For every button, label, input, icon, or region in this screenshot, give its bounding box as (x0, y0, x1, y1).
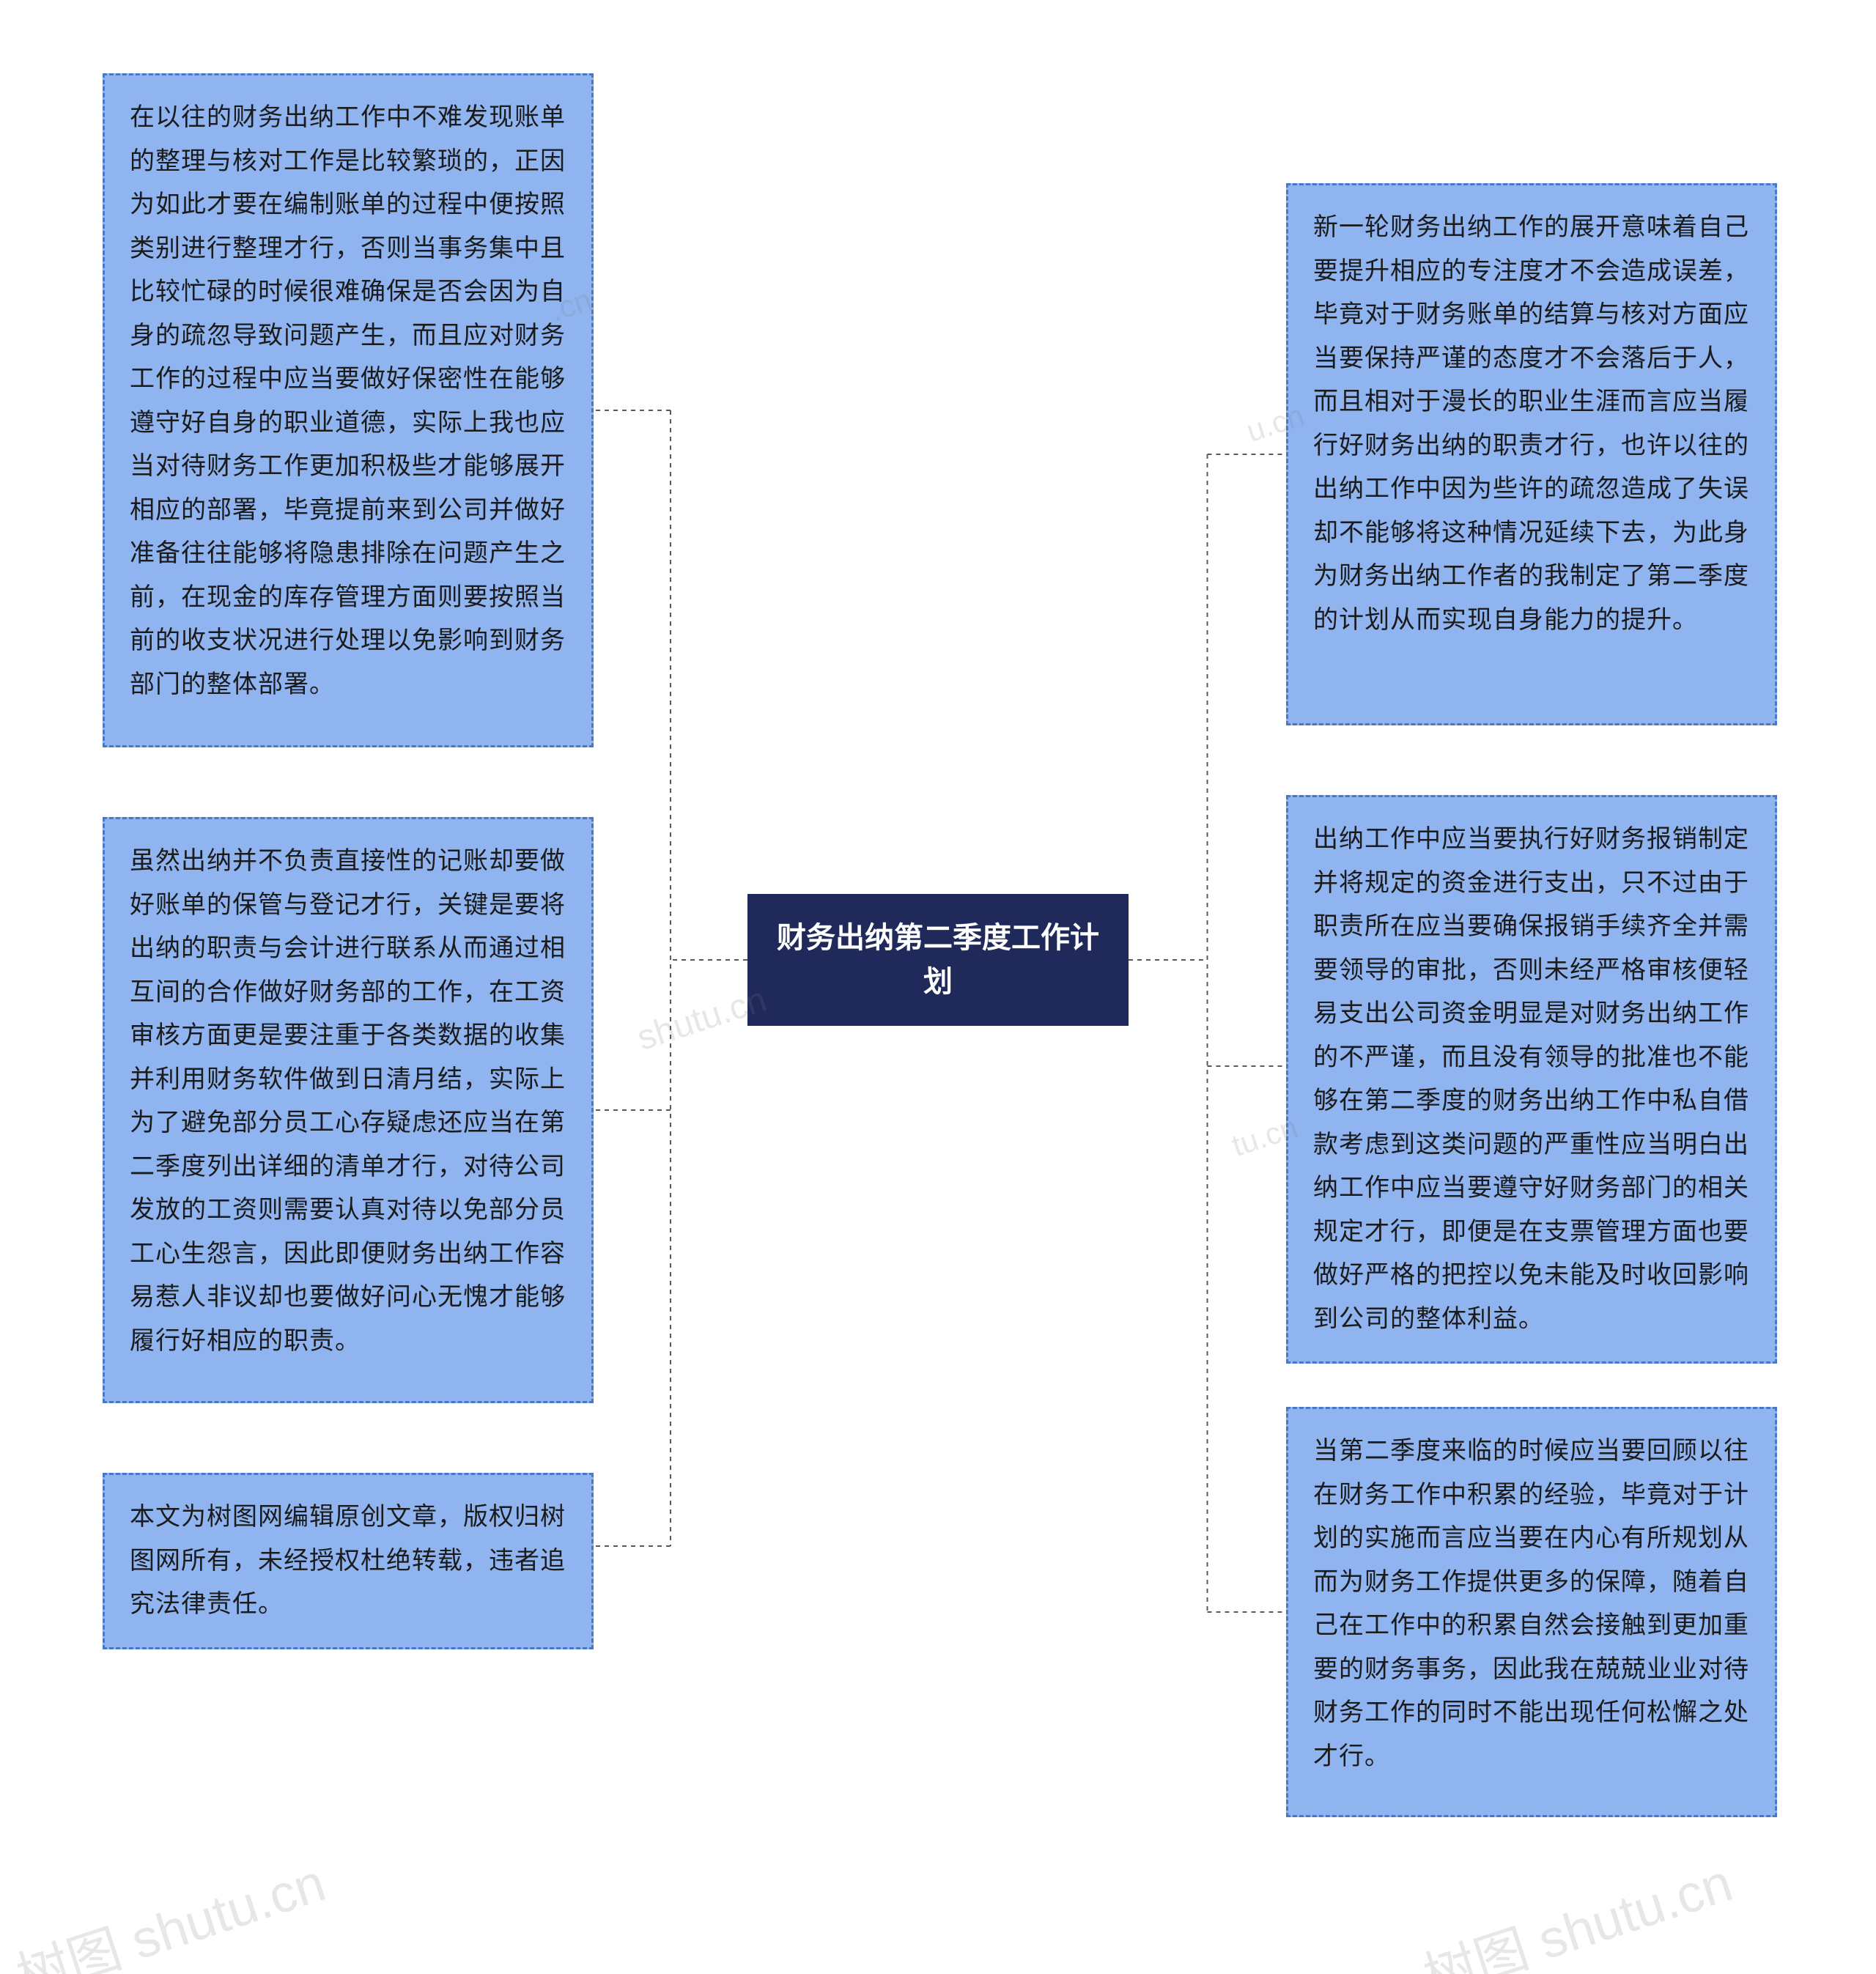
left-node-L2[interactable]: 虽然出纳并不负责直接性的记账却要做好账单的保管与登记才行，关键是要将出纳的职责与… (103, 817, 594, 1403)
right-node-R1[interactable]: 新一轮财务出纳工作的展开意味着自己要提升相应的专注度才不会造成误差，毕竟对于财务… (1286, 183, 1777, 725)
right-node-R2[interactable]: 出纳工作中应当要执行好财务报销制定并将规定的资金进行支出，只不过由于职责所在应当… (1286, 795, 1777, 1364)
left-node-L3[interactable]: 本文为树图网编辑原创文章，版权归树图网所有，未经授权杜绝转载，违者追究法律责任。 (103, 1473, 594, 1649)
mindmap-canvas: 财务出纳第二季度工作计划 在以往的财务出纳工作中不难发现账单的整理与核对工作是比… (0, 0, 1876, 1974)
right-node-R3[interactable]: 当第二季度来临的时候应当要回顾以往在财务工作中积累的经验，毕竟对于计划的实施而言… (1286, 1407, 1777, 1817)
watermark: 树图 shutu.cn (6, 1839, 333, 1974)
left-node-L1[interactable]: 在以往的财务出纳工作中不难发现账单的整理与核对工作是比较繁琐的，正因为如此才要在… (103, 73, 594, 747)
center-topic[interactable]: 财务出纳第二季度工作计划 (747, 894, 1129, 1026)
watermark: 树图 shutu.cn (1413, 1839, 1740, 1974)
